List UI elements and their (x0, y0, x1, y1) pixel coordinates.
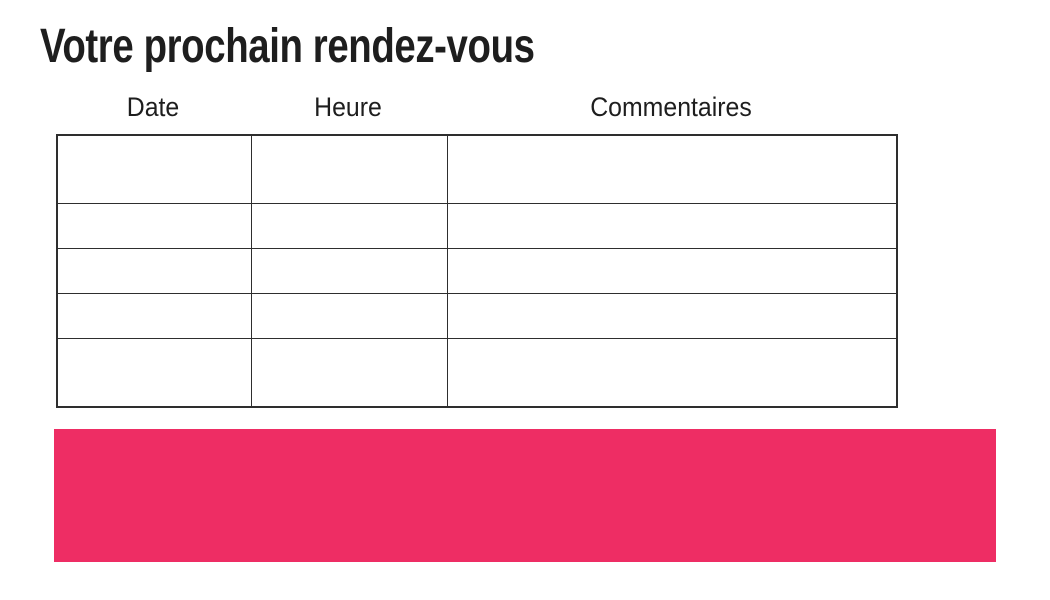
table-cell (250, 338, 448, 408)
appointments-table (56, 134, 898, 408)
table-row (56, 134, 898, 204)
table-cell (250, 293, 448, 340)
table-cell (250, 247, 448, 295)
page-title: Votre prochain rendez-vous (40, 20, 535, 73)
table-cell (446, 293, 898, 340)
column-header-heure: Heure (314, 92, 382, 122)
table-row (56, 247, 898, 295)
table-cell (446, 247, 898, 295)
table-cell (56, 134, 252, 204)
table-cell (56, 247, 252, 295)
table-cell (56, 293, 252, 340)
table-row (56, 202, 898, 249)
table-row (56, 338, 898, 408)
table-cell (250, 134, 448, 204)
column-header-date: Date (126, 92, 180, 122)
appointments-table-body (56, 134, 898, 408)
column-header-commentaires: Commentaires (590, 92, 752, 122)
table-cell (446, 202, 898, 249)
table-row (56, 293, 898, 340)
table-cell (250, 202, 448, 249)
table-header-row: Date Heure Commentaires (56, 92, 896, 122)
table-cell (56, 202, 252, 249)
table-cell (446, 338, 898, 408)
table-cell (446, 134, 898, 204)
pink-banner (54, 429, 996, 562)
table-cell (56, 338, 252, 408)
